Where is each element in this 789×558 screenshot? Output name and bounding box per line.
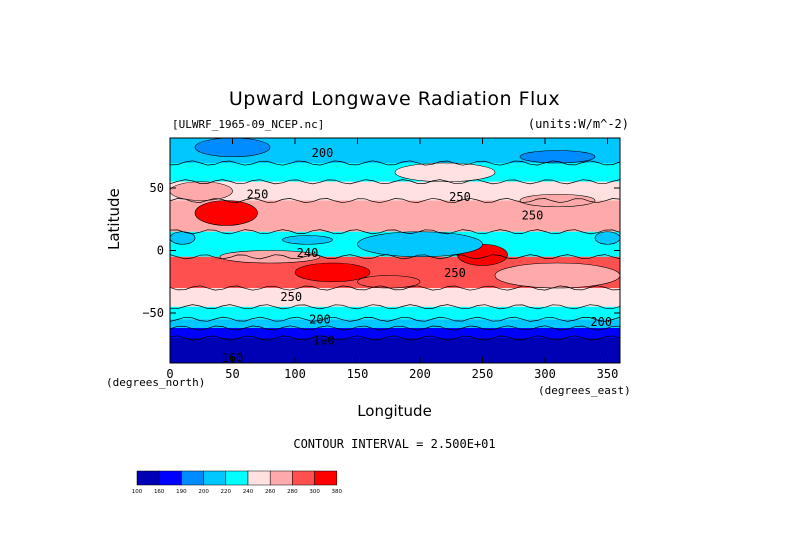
x-tick-label: 350 [597,367,619,381]
colorbar-swatch [247,470,271,486]
flux-anomaly [519,150,596,164]
contour-line [170,254,620,260]
colorbar-swatch [292,470,315,486]
flux-anomaly [594,231,620,245]
contour-label: 250 [280,290,302,304]
contour-line [170,179,620,185]
y-units-label: (degrees_north) [106,376,206,389]
x-axis-label: Longitude [357,402,432,420]
contour-line [170,160,620,166]
contour-line [170,197,620,204]
chart-title: Upward Longwave Radiation Flux [228,88,561,110]
colorbar-swatch [203,470,227,486]
flux-anomaly [394,162,496,183]
colorbar-swatch [225,470,249,486]
flux-band [170,288,620,307]
flux-anomaly [282,235,333,245]
flux-anomaly [494,262,620,289]
contour-line [170,316,620,322]
contour-label: 200 [590,315,612,329]
flux-band [170,319,620,328]
colorbar-swatch [181,470,204,486]
x-tick-label: 100 [284,367,306,381]
y-tick-label: 0 [157,244,164,258]
contour-label: 200 [312,146,334,160]
colorbar-swatch [136,470,160,486]
colorbar-label: 240 [243,489,254,495]
units-label: (units:W/m^-2) [527,117,629,131]
contour-label: 250 [444,266,466,280]
x-units-label: (degrees_east) [538,384,631,397]
flux-anomaly [294,262,371,283]
colorbar-swatch [158,470,182,486]
contour-label: 240 [297,246,319,260]
contour-line [170,285,620,291]
colorbar-swatch [314,470,338,486]
contour-line [170,304,620,310]
colorbar-label: 380 [332,489,343,495]
colorbar-label: 300 [309,489,320,495]
flux-anomaly [170,181,233,201]
flux-anomaly [519,193,596,208]
x-tick-label: 250 [472,367,494,381]
x-axis-ticks: 0 50 100 150 200 250 300 350 [166,138,618,381]
flux-field [170,138,620,363]
colorbar-label: 260 [265,489,276,495]
dataset-filename: [ULWRF_1965-09_NCEP.nc] [172,118,325,131]
colorbar-label: 200 [198,489,209,495]
flux-anomaly [357,275,421,289]
colorbar-label: 280 [287,489,298,495]
contour-line [170,335,620,341]
x-tick-label: 0 [166,367,173,381]
colorbar-swatch [269,470,293,486]
colorbar-label: 100 [132,489,143,495]
flux-anomaly [219,250,321,264]
contour-label: 190 [313,334,335,348]
colorbar-label: 190 [176,489,187,495]
y-tick-label: −50 [142,306,164,320]
colorbar-label: 160 [154,489,165,495]
y-axis-ticks: −50 0 50 [142,181,620,320]
colorbar: 100 160 190 200 220 240 260 280 300 380 [132,470,343,495]
flux-anomaly [194,200,258,226]
x-tick-label: 150 [347,367,369,381]
contour-line [170,325,620,331]
contour-label: 250 [247,187,269,201]
x-tick-label: 50 [225,367,239,381]
colorbar-label: 220 [221,489,232,495]
flux-band [170,181,620,201]
flux-anomaly [194,138,271,158]
contour-label: 250 [522,209,544,223]
contour-label: 200 [309,312,331,326]
contour-label: 250 [449,190,471,204]
x-tick-label: 200 [409,367,431,381]
flux-anomaly [357,231,483,258]
flux-band [170,328,620,338]
x-tick-label: 300 [534,367,556,381]
contour-line [170,229,620,235]
y-tick-label: 50 [150,181,164,195]
contour-interval-text: CONTOUR INTERVAL = 2.500E+01 [293,437,496,451]
flux-band [170,306,620,320]
